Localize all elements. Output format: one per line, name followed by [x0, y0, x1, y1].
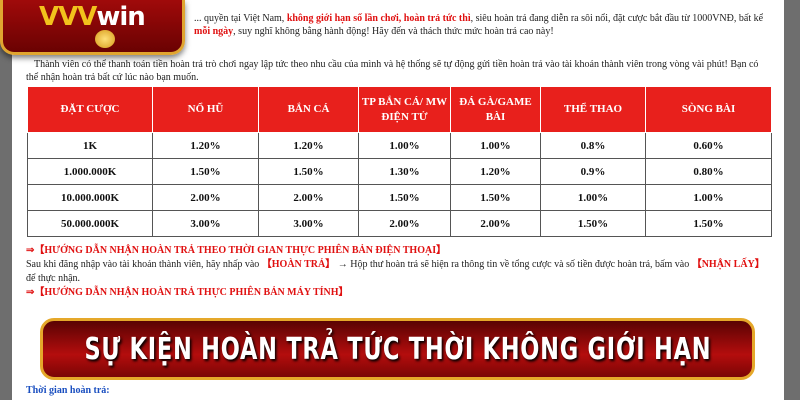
intro-text: ... quyền tại Việt Nam,	[194, 13, 287, 24]
table-cell: 1.00%	[645, 184, 772, 211]
header-cell: SÒNG BÀI	[645, 86, 772, 133]
table-cell: 1.50%	[645, 210, 772, 237]
guide-text: Sau khi đăng nhập vào tài khoản thành vi…	[26, 259, 262, 270]
table-cell: 3.00%	[152, 210, 259, 237]
table-cell: 1.50%	[450, 184, 541, 211]
header-cell: ĐẶT CƯỢC	[27, 86, 153, 133]
time-label: Thời gian hoàn trả:	[26, 385, 110, 396]
table-row: 50.000.000K 3.00% 3.00% 2.00% 2.00% 1.50% 1.50…	[27, 210, 772, 237]
table-cell: 10.000.000K	[27, 184, 153, 211]
intro-text: , siêu hoàn trả đang diễn ra sôi nổi, đặ…	[470, 13, 764, 24]
header-cell: NỔ HŨ	[152, 86, 259, 133]
table-cell: 3.00%	[258, 210, 359, 237]
table-cell: 1.00%	[358, 132, 451, 159]
table-cell: 1.000.000K	[27, 158, 153, 185]
header-cell: ĐÁ GÀ/GAME BÀI	[450, 86, 541, 133]
table-cell: 1.50%	[540, 210, 646, 237]
intro-highlight: không giới hạn số lần chơi, hoàn trả tức…	[286, 13, 471, 24]
table-cell: 1.20%	[450, 158, 541, 185]
table-row: 1K 1.20% 1.20% 1.00% 1.00% 0.8% 0.60%	[27, 132, 772, 159]
table-cell: 50.000.000K	[27, 210, 153, 237]
document-page: ... quyền tại Việt Nam, không giới hạn s…	[12, 0, 784, 400]
header-cell: BẮN CÁ	[258, 86, 359, 133]
logo-text: VVVwin	[39, 2, 146, 32]
table-cell: 1.00%	[450, 132, 541, 159]
table-cell: 0.8%	[540, 132, 646, 159]
intro-paragraph: ... quyền tại Việt Nam, không giới hạn s…	[26, 12, 772, 84]
table-row: 10.000.000K 2.00% 2.00% 1.50% 1.50% 1.00% 1.00…	[27, 184, 772, 211]
guide-text: → Hộp thư hoàn trả sẽ hiện ra thông tin …	[335, 259, 692, 270]
table-header-row: ĐẶT CƯỢC NỔ HŨ BẮN CÁ TP BẮN CÁ/ MW ĐIỆN…	[27, 86, 772, 133]
banner-title: SỰ KIỆN HOÀN TRẢ TỨC THỜI KHÔNG GIỚI HẠN	[84, 331, 711, 367]
table-cell: 1.20%	[258, 132, 359, 159]
table-cell: 1.20%	[152, 132, 259, 159]
table-cell: 2.00%	[450, 210, 541, 237]
table-cell: 1.00%	[540, 184, 646, 211]
table-cell: 0.60%	[645, 132, 772, 159]
table-cell: 2.00%	[258, 184, 359, 211]
table-row: 1.000.000K 1.50% 1.50% 1.30% 1.20% 0.9% 0.80%	[27, 158, 772, 185]
table-cell: 2.00%	[358, 210, 451, 237]
guide-section: ⇒【HƯỚNG DẪN NHẬN HOÀN TRẢ THEO THỜI GIAN…	[26, 244, 772, 300]
promo-banner: SỰ KIỆN HOÀN TRẢ TỨC THỜI KHÔNG GIỚI HẠN	[40, 318, 755, 380]
table-cell: 1.50%	[358, 184, 451, 211]
table-cell: 1.50%	[258, 158, 359, 185]
claim-button-label: 【NHẬN LẤY】	[691, 259, 765, 270]
vvvwin-logo[interactable]: VVVwin	[0, 0, 185, 55]
intro-highlight: mỗi ngày	[194, 26, 234, 37]
table-cell: 0.80%	[645, 158, 772, 185]
table-cell: 1.30%	[358, 158, 451, 185]
guide-phone-heading: ⇒【HƯỚNG DẪN NHẬN HOÀN TRẢ THEO THỜI GIAN…	[26, 245, 447, 256]
guide-pc-heading: ⇒【HƯỚNG DẪN NHẬN HOÀN TRẢ THỰC PHIÊN BẢN…	[26, 287, 349, 298]
table-cell: 0.9%	[540, 158, 646, 185]
intro-paragraph-2: Thành viên có thể thanh toán tiền hoàn t…	[26, 59, 759, 83]
table-cell: 2.00%	[152, 184, 259, 211]
table-cell: 1K	[27, 132, 153, 159]
guide-text: để thực nhận.	[26, 273, 81, 284]
refund-button-label: 【HOÀN TRẢ】	[261, 259, 336, 270]
header-cell: TP BẮN CÁ/ MW ĐIỆN TỬ	[358, 86, 451, 133]
gold-coin-icon	[95, 30, 115, 48]
cashback-table: ĐẶT CƯỢC NỔ HŨ BẮN CÁ TP BẮN CÁ/ MW ĐIỆN…	[27, 86, 772, 237]
header-cell: THỂ THAO	[540, 86, 646, 133]
table-cell: 1.50%	[152, 158, 259, 185]
guide-phone-text: Sau khi đăng nhập vào tài khoản thành vi…	[26, 258, 772, 286]
intro-text: , suy nghĩ không bằng hành động! Hãy đến…	[233, 26, 554, 37]
